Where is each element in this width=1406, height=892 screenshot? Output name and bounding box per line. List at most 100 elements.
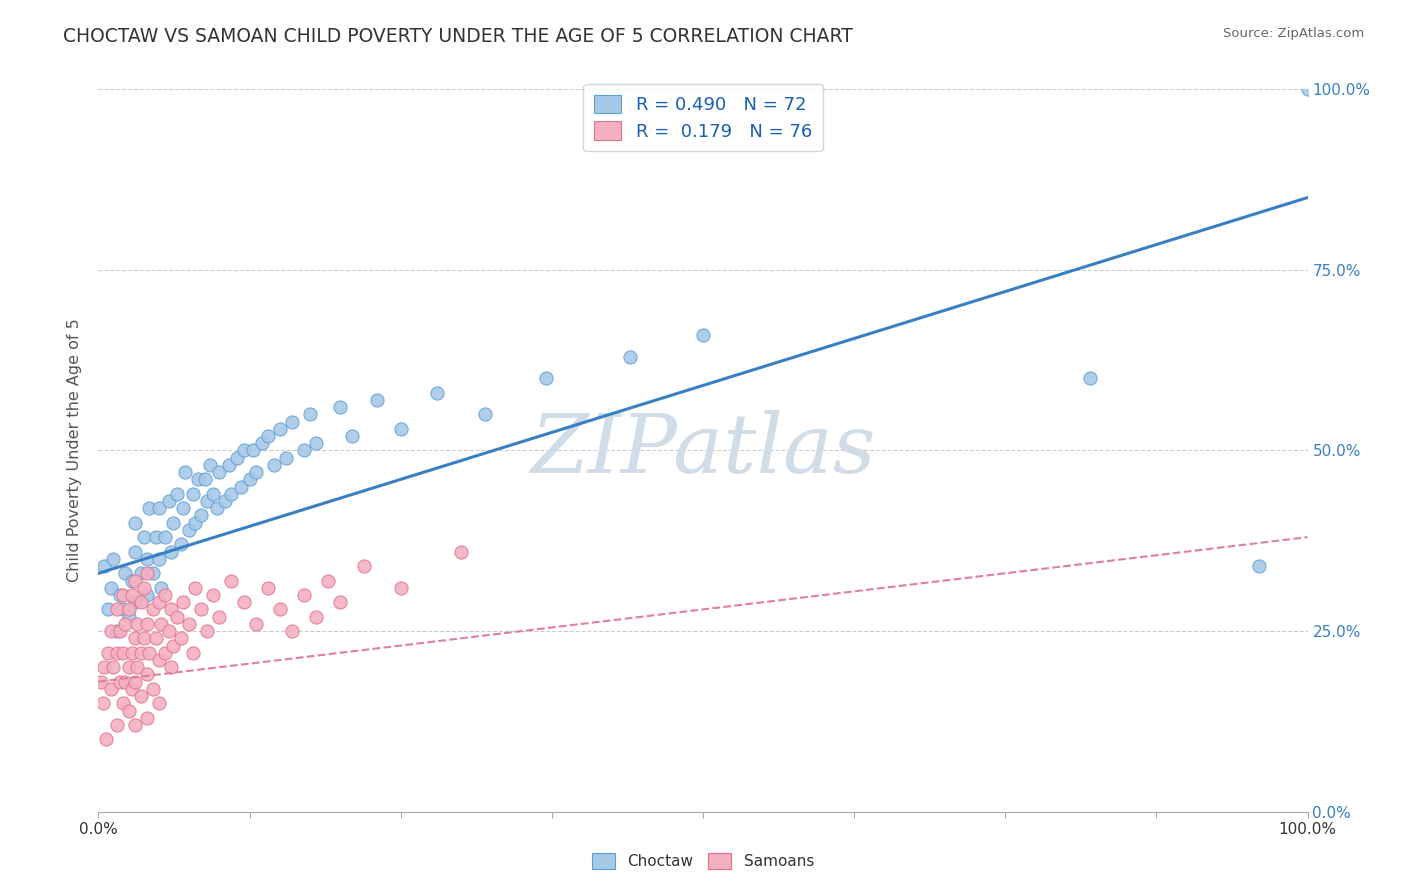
- Point: [426, 385, 449, 400]
- Point: [274, 450, 297, 465]
- Point: [179, 523, 201, 537]
- Point: [134, 530, 156, 544]
- Point: [93, 559, 115, 574]
- Point: [135, 711, 157, 725]
- Point: [93, 660, 115, 674]
- Point: [134, 581, 156, 595]
- Point: [190, 602, 212, 616]
- Point: [148, 653, 170, 667]
- Point: [148, 501, 170, 516]
- Point: [97, 646, 120, 660]
- Text: CHOCTAW VS SAMOAN CHILD POVERTY UNDER THE AGE OF 5 CORRELATION CHART: CHOCTAW VS SAMOAN CHILD POVERTY UNDER TH…: [63, 27, 853, 45]
- Point: [111, 646, 134, 660]
- Point: [179, 616, 201, 631]
- Point: [124, 574, 146, 588]
- Point: [100, 581, 122, 595]
- Point: [129, 566, 152, 581]
- Point: [105, 646, 128, 660]
- Point: [256, 429, 278, 443]
- Point: [269, 422, 291, 436]
- Point: [148, 595, 170, 609]
- Point: [111, 588, 134, 602]
- Point: [153, 646, 176, 660]
- Point: [269, 602, 291, 616]
- Point: [157, 494, 180, 508]
- Point: [474, 407, 496, 421]
- Point: [245, 616, 267, 631]
- Point: [145, 632, 167, 646]
- Point: [134, 632, 156, 646]
- Point: [389, 581, 412, 595]
- Point: [184, 516, 207, 530]
- Point: [389, 422, 412, 436]
- Point: [239, 472, 262, 486]
- Point: [281, 624, 304, 639]
- Point: [534, 371, 557, 385]
- Point: [692, 327, 714, 342]
- Point: [105, 602, 128, 616]
- Point: [153, 530, 176, 544]
- Text: ZIPatlas: ZIPatlas: [530, 410, 876, 491]
- Point: [114, 674, 136, 689]
- Point: [114, 566, 136, 581]
- Point: [281, 415, 304, 429]
- Point: [1249, 559, 1271, 574]
- Point: [292, 588, 315, 602]
- Point: [124, 718, 146, 732]
- Point: [181, 646, 204, 660]
- Point: [124, 674, 146, 689]
- Point: [101, 660, 124, 674]
- Point: [329, 595, 352, 609]
- Point: [118, 602, 141, 616]
- Point: [135, 667, 157, 681]
- Point: [100, 624, 122, 639]
- Point: [218, 458, 240, 472]
- Point: [205, 501, 228, 516]
- Point: [169, 537, 191, 551]
- Point: [226, 450, 249, 465]
- Point: [195, 624, 218, 639]
- Point: [100, 681, 122, 696]
- Point: [166, 609, 188, 624]
- Point: [263, 458, 285, 472]
- Point: [111, 602, 134, 616]
- Point: [305, 609, 328, 624]
- Legend: Choctaw, Samoans: Choctaw, Samoans: [586, 847, 820, 875]
- Point: [292, 443, 315, 458]
- Point: [208, 609, 231, 624]
- Point: [129, 646, 152, 660]
- Point: [329, 400, 352, 414]
- Point: [169, 632, 191, 646]
- Point: [142, 566, 165, 581]
- Point: [135, 616, 157, 631]
- Legend: R = 0.490   N = 72, R =  0.179   N = 76: R = 0.490 N = 72, R = 0.179 N = 76: [583, 84, 823, 152]
- Point: [181, 487, 204, 501]
- Point: [194, 472, 217, 486]
- Point: [97, 602, 120, 616]
- Point: [118, 660, 141, 674]
- Point: [1296, 82, 1319, 96]
- Text: Source: ZipAtlas.com: Source: ZipAtlas.com: [1223, 27, 1364, 40]
- Point: [108, 588, 131, 602]
- Point: [208, 465, 231, 479]
- Point: [127, 660, 149, 674]
- Point: [202, 588, 225, 602]
- Point: [232, 443, 254, 458]
- Point: [150, 581, 173, 595]
- Point: [124, 516, 146, 530]
- Point: [202, 487, 225, 501]
- Point: [101, 551, 124, 566]
- Point: [121, 681, 143, 696]
- Point: [250, 436, 273, 450]
- Y-axis label: Child Poverty Under the Age of 5: Child Poverty Under the Age of 5: [67, 318, 83, 582]
- Point: [256, 581, 278, 595]
- Point: [121, 588, 143, 602]
- Point: [160, 544, 183, 558]
- Point: [124, 595, 146, 609]
- Point: [245, 465, 267, 479]
- Point: [1078, 371, 1101, 385]
- Point: [172, 595, 194, 609]
- Point: [108, 674, 131, 689]
- Point: [162, 639, 184, 653]
- Point: [114, 616, 136, 631]
